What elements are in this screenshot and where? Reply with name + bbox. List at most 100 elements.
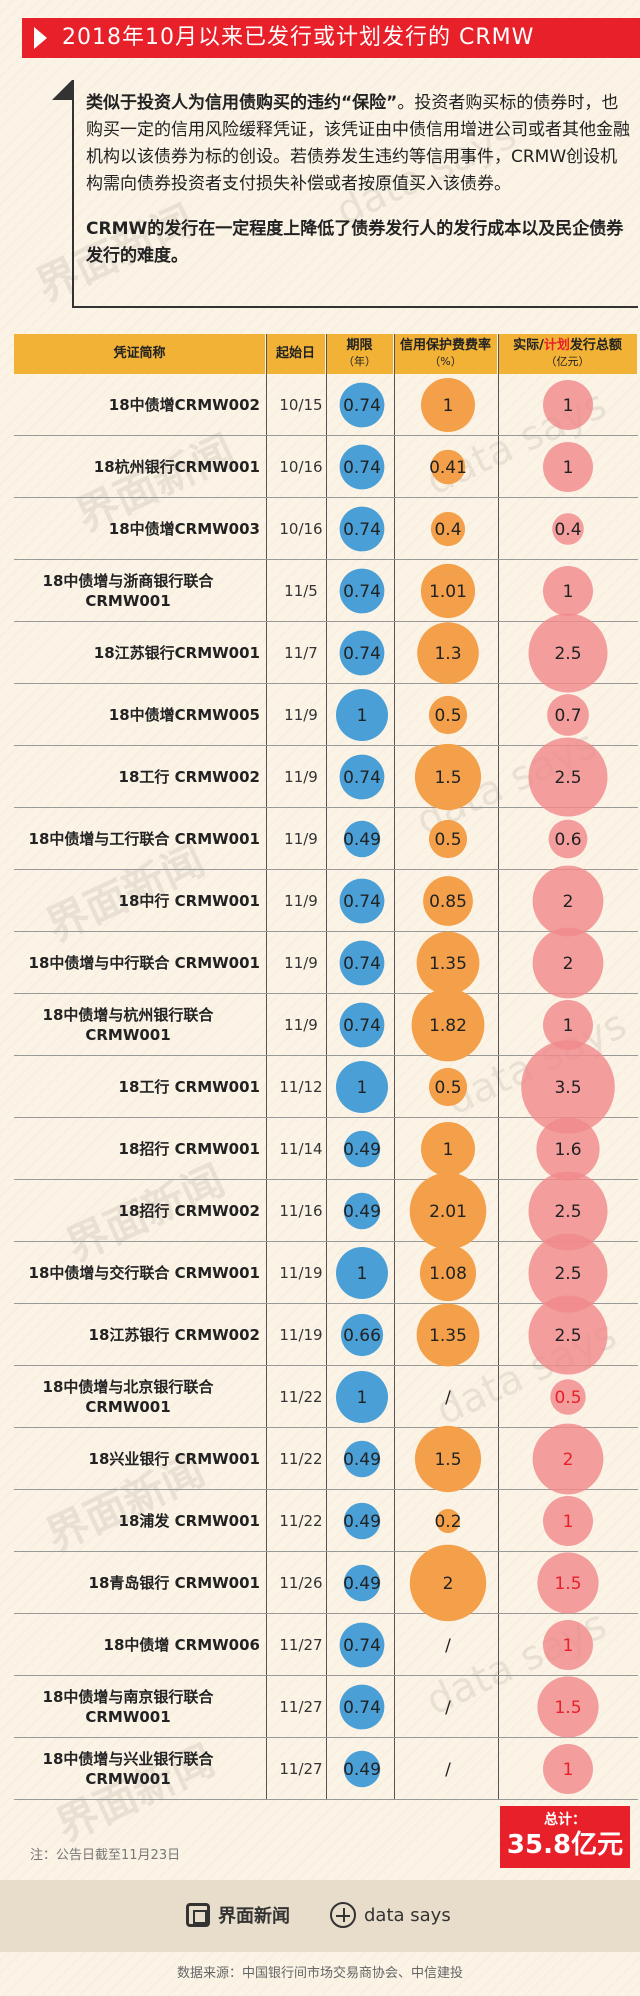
- row-name: 18工行 CRMW001: [118, 1078, 260, 1096]
- intro-text: 。投资者购买标的债券时，也购买一定的信用风险缓释凭证，该凭证由中债信用增进公司或…: [86, 93, 630, 194]
- header-fee: 信用保护费费率 （%）: [394, 334, 498, 374]
- row-name: 18中债增CRMW002: [108, 396, 260, 414]
- amount-bubble: [528, 613, 608, 693]
- table-row: 18江苏银行 CRMW002 11/19: [14, 1304, 638, 1366]
- header-date-label: 起始日: [275, 346, 315, 361]
- header-date: 起始日: [266, 334, 326, 374]
- row-name: 18招行 CRMW002: [118, 1202, 260, 1220]
- table-row: 18中债增CRMW003 10/16: [14, 498, 638, 560]
- table-row: 18中债增与中行联合 CRMW001 11/9: [14, 932, 638, 994]
- table-row: 18工行 CRMW001 11/12: [14, 1056, 638, 1118]
- header-amount-prefix: 实际/: [513, 338, 544, 353]
- bubble-value-label: 2.5: [554, 1264, 581, 1284]
- intro-keyword: 类似于投资人为信用债购买的违约“保险”: [86, 93, 398, 113]
- fee-bubble: [435, 1508, 461, 1534]
- amount-bubble: [528, 1171, 608, 1251]
- bubble-value-label: 1.5: [434, 1450, 461, 1470]
- bubble-value-label: 2.01: [429, 1202, 467, 1222]
- term-bubble: [343, 1502, 381, 1540]
- header-fee-label: 信用保护费费率: [399, 338, 491, 353]
- term-bubble: [343, 820, 381, 858]
- fee-bubble: [411, 988, 485, 1062]
- amount-bubble: [543, 380, 593, 430]
- amount-bubble: [550, 1379, 586, 1415]
- row-name: 18杭州银行CRMW001: [93, 458, 260, 476]
- header-amount-highlight: 计划: [543, 338, 570, 353]
- bubble-value-label: 2.5: [554, 1202, 581, 1222]
- fee-bubble: [414, 743, 482, 811]
- bubble-value-label: 1: [443, 1140, 454, 1160]
- row-date: 11/7: [284, 644, 318, 662]
- amount-bubble: [532, 1423, 604, 1495]
- header-fee-unit: （%）: [429, 355, 462, 368]
- header-name-label: 凭证简称: [113, 346, 166, 361]
- fee-bubble: [416, 1303, 480, 1367]
- row-name: 18中债增与浙商银行联合CRMW001: [42, 572, 214, 610]
- row-date: 11/27: [279, 1698, 323, 1716]
- table-row: 18中债增 CRMW006 11/27: [14, 1614, 638, 1676]
- term-bubbles: [336, 382, 388, 1788]
- table-row: 18中债增与南京银行联合CRMW001 11/27: [14, 1676, 638, 1738]
- amount-bubble: [528, 1295, 608, 1375]
- table-row: 18兴业银行 CRMW001 11/22: [14, 1428, 638, 1490]
- row-date: 11/19: [279, 1326, 323, 1344]
- fee-bubble: [430, 449, 466, 485]
- table-row: 18招行 CRMW002 11/16: [14, 1180, 638, 1242]
- bubble-value-label: 1: [563, 396, 574, 416]
- row-date: 11/22: [279, 1450, 323, 1468]
- bubble-value-label: 0.74: [343, 644, 381, 664]
- bubble-value-label: 1.35: [429, 954, 467, 974]
- bubble-value-label: 0.74: [343, 582, 381, 602]
- term-bubble: [339, 1622, 385, 1668]
- amount-bubble: [543, 1620, 593, 1670]
- fee-bubble: [428, 695, 468, 735]
- bubble-value-label: 0.5: [434, 706, 461, 726]
- amount-bubbles: [521, 380, 615, 1794]
- total-value: 35.8亿元: [506, 1830, 624, 1860]
- bubble-value-label: 2: [563, 1450, 574, 1470]
- fee-bubble: [409, 1544, 487, 1622]
- fee-bubble: [409, 1172, 487, 1250]
- amount-bubble: [532, 927, 604, 999]
- bubble-value-label: /: [445, 1636, 451, 1656]
- table-row: 18工行 CRMW002 11/9: [14, 746, 638, 808]
- bubble-value-label: 2.5: [554, 768, 581, 788]
- amount-bubble: [543, 566, 593, 616]
- bubble-value-label: 1: [357, 1078, 368, 1098]
- row-name: 18江苏银行CRMW001: [93, 644, 260, 662]
- bubble-value-label: 0.6: [554, 830, 581, 850]
- bubble-value-label: 2: [563, 954, 574, 974]
- bubble-value-label: /: [445, 1760, 451, 1780]
- total-box: 总计： 35.8亿元: [500, 1806, 630, 1868]
- table-row: 18中债增CRMW005 11/9: [14, 684, 638, 746]
- bubble-value-label: 0.85: [429, 892, 467, 912]
- row-name: 18江苏银行 CRMW002: [88, 1326, 260, 1344]
- table-row: 18中债增CRMW002 10/15: [14, 374, 638, 436]
- intro-paragraph-2: CRMW的发行在一定程度上降低了债券发行人的发行成本以及民企债券发行的难度。: [86, 219, 624, 266]
- row-name: 18中债增 CRMW006: [103, 1636, 260, 1654]
- amount-bubble: [536, 1117, 600, 1181]
- bubble-value-label: 0.5: [434, 830, 461, 850]
- bubble-value-label: 0.49: [343, 1574, 381, 1594]
- bubble-value-label: 2: [443, 1574, 454, 1594]
- bubble-value-label: 1.01: [429, 582, 467, 602]
- term-bubble: [339, 940, 385, 986]
- jiemian-logo-icon: [186, 1903, 210, 1927]
- bubble-value-label: 0.49: [343, 1450, 381, 1470]
- column-divider: [326, 334, 327, 1800]
- table-row: 18青岛银行 CRMW001 11/26: [14, 1552, 638, 1614]
- row-name: 18中债增与工行联合 CRMW001: [28, 830, 260, 848]
- bubble-value-label: 1.3: [434, 644, 461, 664]
- term-bubble: [343, 1130, 381, 1168]
- datasays-logo-icon: [330, 1902, 356, 1928]
- fee-bubble: [428, 1067, 468, 1107]
- bubble-value-label: 1: [443, 396, 454, 416]
- bubble-value-label: 1.6: [554, 1140, 581, 1160]
- term-bubble: [339, 1684, 385, 1730]
- row-name: 18工行 CRMW002: [118, 768, 260, 786]
- table-row: 18杭州银行CRMW001 10/16: [14, 436, 638, 498]
- bubble-value-label: 0.5: [554, 1388, 581, 1408]
- title-arrow-icon: [34, 27, 47, 49]
- term-bubble: [339, 1002, 385, 1048]
